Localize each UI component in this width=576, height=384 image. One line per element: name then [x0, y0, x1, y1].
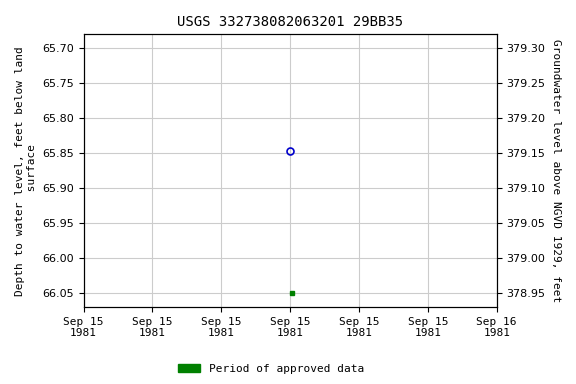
- Y-axis label: Groundwater level above NGVD 1929, feet: Groundwater level above NGVD 1929, feet: [551, 39, 561, 302]
- Title: USGS 332738082063201 29BB35: USGS 332738082063201 29BB35: [177, 15, 403, 29]
- Legend: Period of approved data: Period of approved data: [173, 359, 368, 379]
- Y-axis label: Depth to water level, feet below land
 surface: Depth to water level, feet below land su…: [15, 46, 37, 296]
